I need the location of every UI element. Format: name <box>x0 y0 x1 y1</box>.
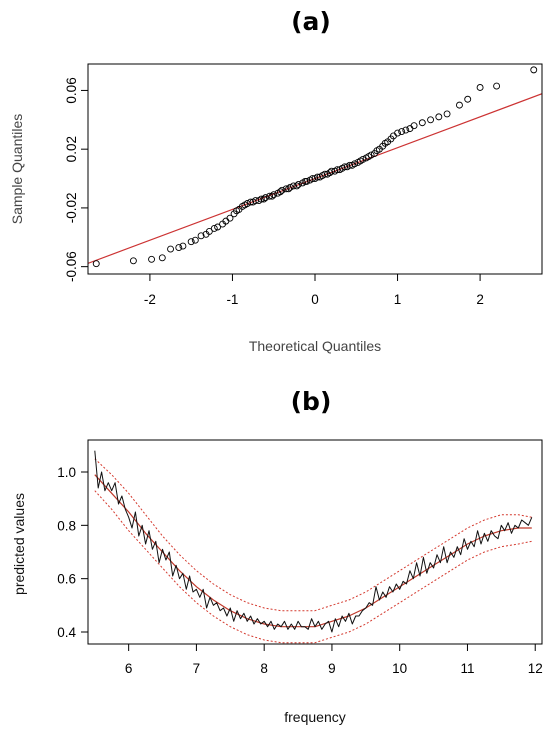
prediction-plot-panel: (b) 6 7 8 9 10 11 12 0.4 0.6 0.8 1.0 frequency pr… <box>11 387 543 725</box>
qq-point <box>321 170 329 178</box>
qq-point <box>359 156 367 163</box>
qq-point <box>262 194 269 202</box>
prediction-x-tick-label: 8 <box>260 661 268 676</box>
qq-y-tick-label: 0.06 <box>64 77 79 103</box>
qq-point <box>435 113 443 121</box>
qq-point <box>443 110 451 118</box>
qq-point <box>266 192 274 200</box>
qq-point <box>285 185 293 193</box>
qq-y-tick-label: -0.06 <box>64 251 79 282</box>
qq-point <box>333 166 341 174</box>
qq-point <box>226 214 234 222</box>
qq-y-tick-label: -0.02 <box>64 193 79 224</box>
prediction-x-tick-label: 12 <box>528 661 543 676</box>
qq-plot-panel: (a) -2 -1 0 1 2 -0.06 -0.02 0.02 0.06 Theoretic… <box>9 7 543 354</box>
qq-point <box>175 244 183 252</box>
qq-point <box>92 260 100 268</box>
qq-point <box>290 182 297 190</box>
qq-y-tick-label: 0.02 <box>64 136 79 162</box>
qq-x-tick-label: 0 <box>311 292 319 307</box>
qq-point <box>314 173 321 181</box>
prediction-y-axis: 0.4 0.6 0.8 1.0 <box>57 465 88 640</box>
qq-point <box>187 238 195 246</box>
qq-point <box>278 186 286 194</box>
qq-x-tick-label: 1 <box>394 292 402 307</box>
qq-point <box>191 236 199 244</box>
qq-point <box>260 195 268 203</box>
qq-point <box>493 82 501 90</box>
panel-b-title: (b) <box>291 387 332 416</box>
prediction-y-tick-label: 1.0 <box>57 465 76 480</box>
qq-point <box>346 161 354 169</box>
qq-x-tick-label: 2 <box>476 292 484 307</box>
qq-point <box>309 175 316 182</box>
prediction-x-tick-label: 10 <box>392 661 407 676</box>
prediction-y-tick-label: 0.8 <box>57 518 76 533</box>
qq-point <box>326 169 334 177</box>
prediction-x-tick-label: 9 <box>328 661 336 676</box>
qq-point <box>394 129 401 137</box>
qq-point <box>158 254 166 262</box>
prediction-x-axis: 6 7 8 9 10 11 12 <box>125 643 543 676</box>
qq-point <box>205 227 213 235</box>
qq-point <box>129 257 137 265</box>
qq-point <box>427 116 435 124</box>
panel-a-title: (a) <box>291 7 331 36</box>
prediction-x-tick-label: 11 <box>460 661 474 676</box>
prediction-y-tick-label: 0.6 <box>57 572 76 587</box>
qq-x-axis-label: Theoretical Quantiles <box>249 338 381 354</box>
qq-point <box>167 245 174 253</box>
lower-band-line <box>94 490 532 644</box>
qq-point <box>293 182 301 190</box>
qq-point <box>367 151 375 159</box>
prediction-x-tick-label: 6 <box>125 661 133 676</box>
qq-x-axis: -2 -1 0 1 2 <box>144 273 484 307</box>
qq-point <box>179 242 187 250</box>
qq-x-tick-label: -1 <box>226 292 238 307</box>
qq-y-axis: -0.06 -0.02 0.02 0.06 <box>64 77 88 282</box>
upper-band-line <box>94 458 532 612</box>
prediction-y-tick-label: 0.4 <box>57 625 76 640</box>
qq-point <box>456 101 463 109</box>
prediction-x-tick-label: 7 <box>193 661 201 676</box>
qq-point <box>282 185 290 193</box>
prediction-x-axis-label: frequency <box>284 709 345 725</box>
qq-point <box>351 160 359 168</box>
qq-point <box>410 122 418 130</box>
qq-point <box>530 66 538 74</box>
qq-point <box>210 225 218 232</box>
observed-series-line <box>94 450 533 633</box>
qq-point <box>295 180 302 188</box>
qq-point <box>286 183 294 191</box>
qq-x-tick-label: -2 <box>144 292 156 307</box>
qq-point <box>214 223 222 231</box>
qq-point <box>268 192 276 200</box>
qq-y-axis-label: Sample Quantiles <box>9 114 25 225</box>
qq-point <box>341 163 349 171</box>
qq-point <box>197 232 205 240</box>
qq-point <box>276 188 284 196</box>
fitted-series-line <box>94 474 532 628</box>
prediction-y-axis-label: predicted values <box>11 493 27 595</box>
qq-point <box>464 95 472 103</box>
qq-point <box>257 195 265 203</box>
qq-point <box>303 178 311 185</box>
qq-point <box>148 255 156 263</box>
prediction-plot-area <box>94 450 533 644</box>
qq-point <box>402 126 410 134</box>
qq-point <box>270 191 278 199</box>
qq-point <box>247 198 255 206</box>
qq-plot-area <box>88 66 542 268</box>
qq-point <box>476 84 484 91</box>
qq-point <box>406 125 414 133</box>
qq-point <box>398 128 406 136</box>
qq-point <box>418 119 426 127</box>
qq-plot-frame <box>87 63 543 275</box>
